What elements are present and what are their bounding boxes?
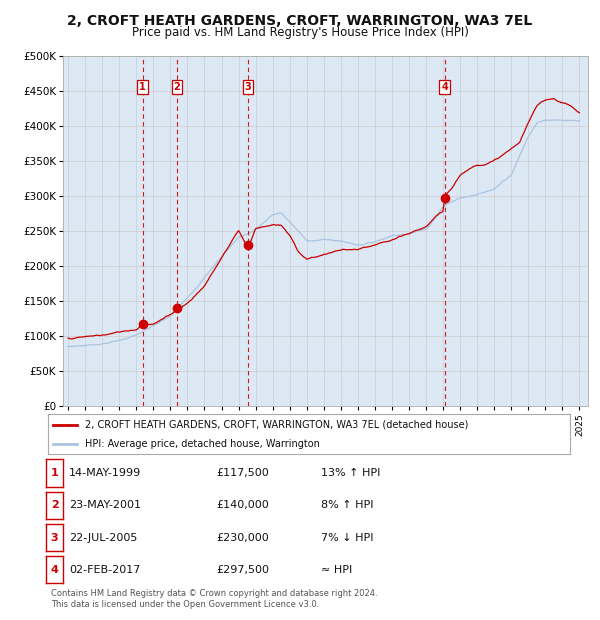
Text: Contains HM Land Registry data © Crown copyright and database right 2024.
This d: Contains HM Land Registry data © Crown c…	[51, 590, 377, 609]
Text: £297,500: £297,500	[216, 565, 269, 575]
Text: 2: 2	[173, 82, 181, 92]
Text: ≈ HPI: ≈ HPI	[321, 565, 352, 575]
Text: 2, CROFT HEATH GARDENS, CROFT, WARRINGTON, WA3 7EL (detached house): 2, CROFT HEATH GARDENS, CROFT, WARRINGTO…	[85, 420, 468, 430]
Text: 13% ↑ HPI: 13% ↑ HPI	[321, 468, 380, 478]
Text: 7% ↓ HPI: 7% ↓ HPI	[321, 533, 373, 542]
Text: 2: 2	[51, 500, 58, 510]
Text: 3: 3	[245, 82, 251, 92]
Text: 4: 4	[441, 82, 448, 92]
Text: HPI: Average price, detached house, Warrington: HPI: Average price, detached house, Warr…	[85, 439, 319, 449]
Text: £230,000: £230,000	[216, 533, 269, 542]
Text: 14-MAY-1999: 14-MAY-1999	[69, 468, 141, 478]
Text: 1: 1	[139, 82, 146, 92]
Text: 2, CROFT HEATH GARDENS, CROFT, WARRINGTON, WA3 7EL: 2, CROFT HEATH GARDENS, CROFT, WARRINGTO…	[67, 14, 533, 28]
Text: £140,000: £140,000	[216, 500, 269, 510]
Text: 1: 1	[51, 468, 58, 478]
Text: 4: 4	[50, 565, 59, 575]
Text: 3: 3	[51, 533, 58, 542]
Text: 23-MAY-2001: 23-MAY-2001	[69, 500, 141, 510]
Text: £117,500: £117,500	[216, 468, 269, 478]
Text: 02-FEB-2017: 02-FEB-2017	[69, 565, 140, 575]
Text: 8% ↑ HPI: 8% ↑ HPI	[321, 500, 373, 510]
Text: 22-JUL-2005: 22-JUL-2005	[69, 533, 137, 542]
Text: Price paid vs. HM Land Registry's House Price Index (HPI): Price paid vs. HM Land Registry's House …	[131, 26, 469, 39]
